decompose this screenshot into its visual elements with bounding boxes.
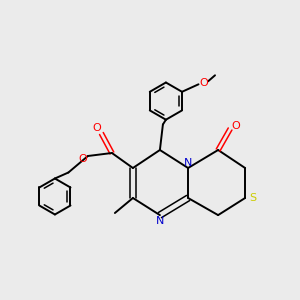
Text: O: O [78,154,87,164]
Text: O: O [200,78,208,88]
Text: S: S [249,193,256,203]
Text: N: N [156,216,164,226]
Text: O: O [232,121,241,131]
Text: O: O [92,123,101,133]
Text: N: N [184,158,192,168]
